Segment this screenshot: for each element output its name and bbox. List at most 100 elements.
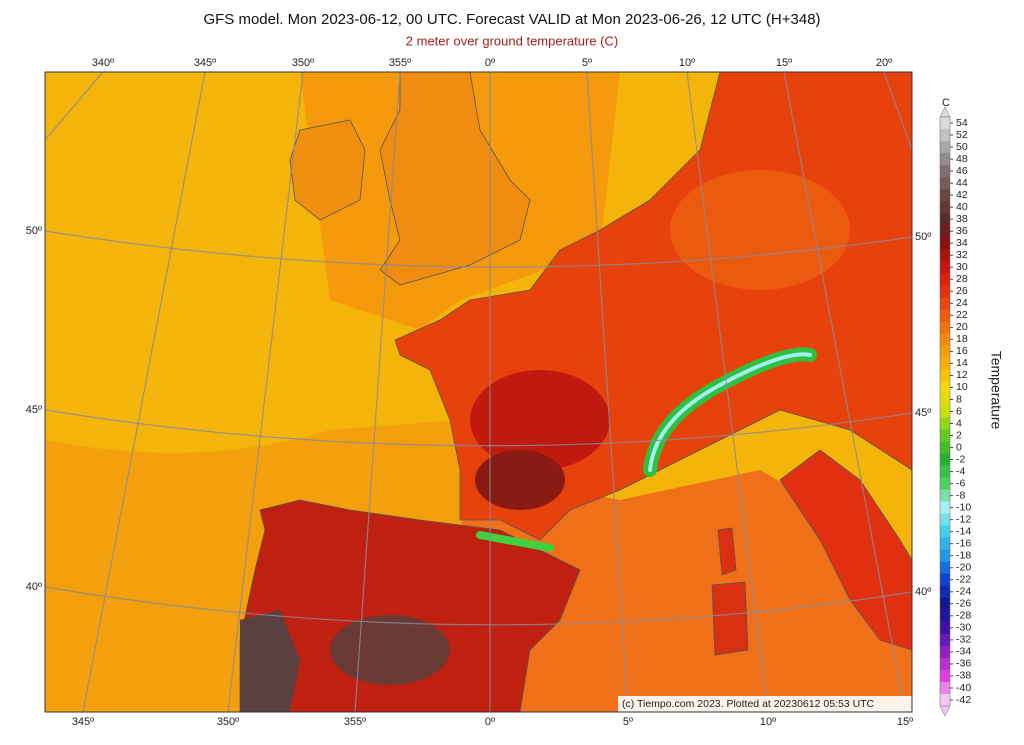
colorbar-swatch: [940, 237, 950, 250]
colorbar-swatch: [940, 465, 950, 478]
colorbar-swatch: [940, 285, 950, 298]
colorbar-swatch: [940, 177, 950, 190]
colorbar-tick-label: 24: [956, 297, 968, 309]
colorbar-tick-label: 0: [956, 441, 962, 453]
colorbar-swatch: [940, 513, 950, 526]
colorbar-bottom-arrow: [939, 705, 951, 717]
colorbar: C Temperature 54525048464442403836343230…: [939, 97, 1004, 717]
italy: [779, 449, 912, 651]
colorbar-tick-label: -10: [956, 501, 971, 513]
colorbar-swatch: [940, 693, 950, 707]
colorbar-swatch: [940, 213, 950, 226]
colorbar-swatch: [940, 189, 950, 202]
top-lon-label: 0º: [485, 57, 495, 69]
colorbar-tick-label: -4: [956, 465, 965, 477]
colorbar-swatch: [940, 633, 950, 647]
colorbar-tick-label: 38: [956, 213, 968, 225]
top-lon-label: 355º: [389, 57, 411, 69]
bottom-lon-label: 350º: [217, 716, 239, 728]
top-lon-label: 345º: [194, 57, 216, 69]
map-frame: [44, 71, 913, 713]
corsica: [717, 527, 737, 576]
colorbar-tick-label: 14: [956, 357, 968, 369]
colorbar-swatch: [940, 333, 950, 346]
colorbar-swatch: [940, 321, 950, 334]
top-lon-label: 340º: [92, 57, 114, 69]
colorbar-tick-label: -40: [956, 682, 971, 694]
colorbar-tick-label: 44: [956, 177, 968, 189]
colorbar-tick-label: -8: [956, 489, 965, 501]
colorbar-tick-label: -28: [956, 610, 971, 622]
left-lat-label: 50º: [26, 225, 42, 237]
colorbar-swatch: [940, 549, 950, 563]
colorbar-swatch: [940, 201, 950, 214]
colorbar-tick-label: -20: [956, 562, 971, 574]
colorbar-swatch: [940, 153, 950, 166]
colorbar-tick-label: 10: [956, 381, 968, 393]
top-lon-label: 350º: [292, 57, 314, 69]
colorbar-swatch: [940, 573, 950, 587]
colorbar-tick-label: 32: [956, 249, 968, 261]
colorbar-tick-label: -6: [956, 477, 965, 489]
portugal-hot: [240, 610, 300, 712]
colorbar-swatch: [940, 441, 950, 454]
colorbar-tick-label: 40: [956, 201, 968, 213]
coordinate-labels: 340º 345º 350º 355º 0º 5º 10º 15º 20º 345º 350º 355…: [26, 57, 932, 728]
colorbar-swatch: [940, 681, 950, 695]
top-lon-label: 10º: [679, 57, 695, 69]
colorbar-tick-label: 46: [956, 165, 968, 177]
colorbar-tick-label: 16: [956, 345, 968, 357]
colorbar-swatch: [940, 249, 950, 262]
bottom-lon-label: 5º: [623, 716, 633, 728]
colorbar-swatch: [940, 405, 950, 418]
colorbar-swatch: [940, 261, 950, 274]
colorbar-swatch: [940, 477, 950, 490]
warm-region: [670, 170, 850, 290]
colorbar-tick-label: 50: [956, 141, 968, 153]
bottom-lon-label: 15º: [897, 716, 913, 728]
colorbar-swatch: [940, 309, 950, 322]
credit: (c) Tiempo.com 2023. Plotted at 20230612…: [622, 698, 875, 710]
colorbar-swatch: [940, 116, 950, 130]
colorbar-swatch: [940, 273, 950, 286]
subtitle: 2 meter over ground temperature (C): [406, 33, 618, 48]
colorbar-swatch: [940, 501, 950, 514]
colorbar-tick-label: 6: [956, 405, 962, 417]
left-lat-label: 40º: [26, 581, 42, 593]
colorbar-swatch: [940, 669, 950, 683]
colorbar-tick-label: -14: [956, 525, 971, 537]
top-lon-label: 15º: [776, 57, 792, 69]
bottom-lon-label: 0º: [485, 716, 495, 728]
colorbar-swatch: [940, 489, 950, 502]
right-lat-label: 40º: [915, 586, 931, 598]
colorbar-swatch: [940, 417, 950, 430]
colorbar-tick-label: -38: [956, 670, 971, 682]
colorbar-swatch: [940, 645, 950, 659]
colorbar-swatch: [940, 129, 950, 142]
graticule: [45, 72, 912, 712]
colorbar-swatch: [940, 429, 950, 442]
colorbar-swatch: [940, 609, 950, 623]
colorbar-swatch: [940, 657, 950, 671]
colorbar-tick-label: 20: [956, 321, 968, 333]
colorbar-swatch: [940, 225, 950, 238]
right-lat-label: 45º: [915, 407, 931, 419]
alps-peaks: [648, 352, 812, 472]
colorbar-swatch: [940, 381, 950, 394]
colorbar-swatch: [940, 165, 950, 178]
hot-region: [330, 615, 450, 685]
colorbar-tick-label: 22: [956, 309, 968, 321]
colorbar-label: Temperature: [988, 351, 1004, 430]
colorbar-tick-label: 30: [956, 261, 968, 273]
map-area: (c) Tiempo.com 2023. Plotted at 20230612…: [45, 72, 912, 712]
colorbar-swatch: [940, 621, 950, 635]
colorbar-tick-label: 18: [956, 333, 968, 345]
colorbar-tick-label: -22: [956, 574, 971, 586]
credit-box: [618, 696, 912, 712]
colorbar-tick-label: 34: [956, 237, 968, 249]
colorbar-swatch: [940, 369, 950, 382]
title: GFS model. Mon 2023-06-12, 00 UTC. Forec…: [203, 11, 820, 28]
colorbar-swatch: [940, 525, 950, 539]
